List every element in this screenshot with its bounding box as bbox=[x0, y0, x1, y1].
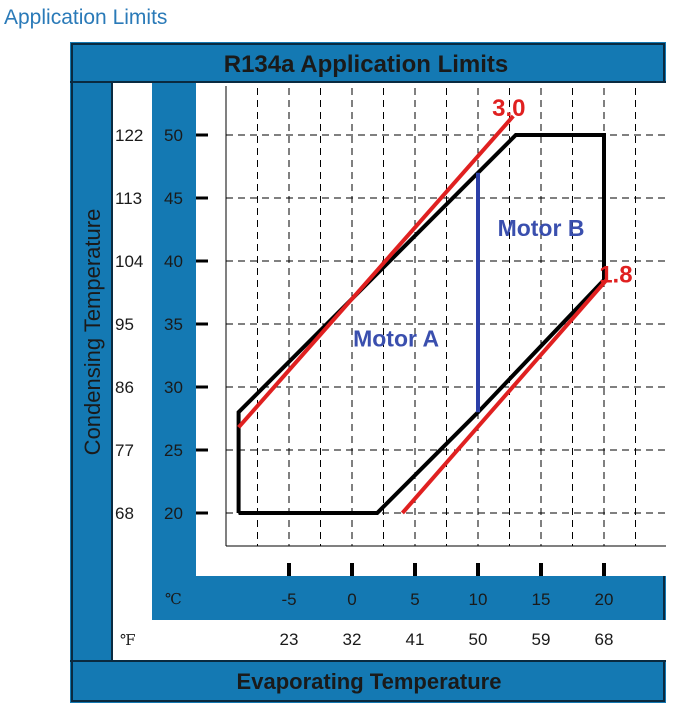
y-tick-label-fahrenheit: 104 bbox=[115, 252, 143, 271]
y-tick-label-fahrenheit: 77 bbox=[115, 441, 134, 460]
x-tick-label-fahrenheit: 32 bbox=[343, 630, 362, 649]
envelope-line bbox=[236, 133, 606, 515]
tick-layer: 20 68 25 77 30 86 35 95 40 104 45 113 50 122 -5 23 0 32 5 4… bbox=[115, 126, 613, 649]
y-tick-label-celsius: 20 bbox=[164, 504, 183, 523]
plot-panel bbox=[196, 83, 666, 576]
y-tick-label-celsius: 30 bbox=[164, 378, 183, 397]
page-heading: Application Limits bbox=[4, 6, 168, 29]
x-tick-label-celsius: 10 bbox=[469, 590, 488, 609]
fahrenheit-axis-panel bbox=[112, 83, 152, 660]
y-axis-label: Condensing Temperature bbox=[80, 209, 105, 456]
x-tick-label-celsius: 15 bbox=[532, 590, 551, 609]
limit-label: 1.8 bbox=[599, 261, 632, 288]
y-tick-label-celsius: 50 bbox=[164, 126, 183, 145]
y-tick-label-celsius: 40 bbox=[164, 252, 183, 271]
chart-title: R134a Application Limits bbox=[224, 51, 509, 78]
y-tick-label-celsius: 35 bbox=[164, 315, 183, 334]
y-tick-label-fahrenheit: 95 bbox=[115, 315, 134, 334]
series-layer bbox=[236, 114, 609, 515]
annotation-layer: Motor A Motor B 3.0 1.8 bbox=[353, 95, 632, 352]
x-tick-label-celsius: 5 bbox=[410, 590, 419, 609]
x-tick-label-fahrenheit: 41 bbox=[406, 630, 425, 649]
limit-line-1-8 bbox=[400, 278, 609, 515]
motor-label: Motor B bbox=[498, 215, 585, 241]
x-tick-label-celsius: 20 bbox=[595, 590, 614, 609]
x-tick-label-fahrenheit: 68 bbox=[595, 630, 614, 649]
y-tick-label-fahrenheit: 113 bbox=[115, 189, 142, 208]
y-tick-label-celsius: 45 bbox=[164, 189, 183, 208]
y-tick-label-celsius: 25 bbox=[164, 441, 183, 460]
motor-label: Motor A bbox=[353, 326, 439, 352]
limit-label: 3.0 bbox=[492, 95, 525, 122]
limit-line-3-0 bbox=[237, 114, 515, 429]
x-tick-label-celsius: -5 bbox=[281, 590, 296, 609]
x-tick-label-fahrenheit: 23 bbox=[280, 630, 299, 649]
x-tick-label-celsius: 0 bbox=[347, 590, 356, 609]
y-tick-label-fahrenheit: 86 bbox=[115, 378, 134, 397]
x-axis-label: Evaporating Temperature bbox=[237, 669, 502, 694]
fahrenheit-unit-label: ℉ bbox=[120, 631, 136, 649]
x-tick-label-fahrenheit: 50 bbox=[469, 630, 488, 649]
x-tick-label-fahrenheit: 59 bbox=[532, 630, 551, 649]
celsius-unit-label: ℃ bbox=[165, 590, 182, 608]
y-tick-label-fahrenheit: 68 bbox=[115, 504, 134, 523]
fahrenheit-x-panel bbox=[113, 620, 666, 660]
y-tick-label-fahrenheit: 122 bbox=[115, 126, 143, 145]
